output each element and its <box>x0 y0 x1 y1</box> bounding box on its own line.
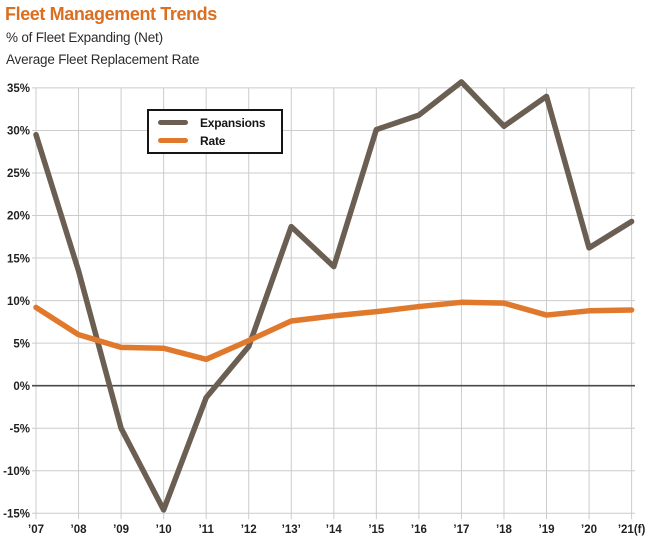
legend-label-rate: Rate <box>200 133 226 148</box>
y-axis-tick-label: 35% <box>7 83 30 95</box>
x-axis-tick-label: ’20 <box>581 524 597 536</box>
y-axis-tick-label: 5% <box>13 338 30 350</box>
y-axis-tick-label: 25% <box>7 168 30 180</box>
y-axis-tick-label: 15% <box>7 253 30 265</box>
chart-legend: Expansions Rate <box>147 109 283 154</box>
rate-line-swatch <box>158 137 188 144</box>
x-axis-tick-label: ’16 <box>411 524 427 536</box>
legend-item-rate: Rate <box>158 134 281 148</box>
x-axis-tick-label: ’19 <box>539 524 555 536</box>
expansions-line <box>33 79 635 513</box>
x-axis-tick-label: ’12 <box>241 524 257 536</box>
x-axis-tick-label: ’08 <box>71 524 88 536</box>
y-axis-tick-label: -10% <box>3 466 30 478</box>
legend-label-expansions: Expansions <box>200 115 266 130</box>
y-axis-tick-label: 30% <box>7 126 30 138</box>
x-axis-tick-label: ’18 <box>496 524 513 536</box>
x-axis-tick-label: ’11 <box>198 524 214 536</box>
expansions-line-swatch <box>158 119 188 126</box>
chart-title: Fleet Management Trends <box>5 4 217 24</box>
rate-line <box>33 299 635 363</box>
y-axis-tick-label: 0% <box>13 381 30 393</box>
x-axis-tick-label: ’21(f) <box>618 524 646 536</box>
x-axis-tick-label: ’17 <box>453 524 469 536</box>
y-axis-tick-label: 20% <box>7 211 30 223</box>
x-axis-tick-label: ’13’ <box>282 524 301 536</box>
y-axis-tick-label: 10% <box>7 296 30 308</box>
legend-item-expansions: Expansions <box>158 116 281 130</box>
y-axis-tick-label: -15% <box>3 509 30 521</box>
x-axis-tick-label: ’14 <box>326 524 343 536</box>
y-axis-tick-label: -5% <box>10 423 30 435</box>
x-axis-tick-label: ’07 <box>28 524 44 536</box>
x-axis-tick-label: ’10 <box>156 524 172 536</box>
x-axis-tick-label: ’15 <box>368 524 385 536</box>
chart-subtitle-replacement: Average Fleet Replacement Rate <box>6 52 200 67</box>
x-axis-tick-label: ’09 <box>113 524 129 536</box>
chart-subtitle-expanding: % of Fleet Expanding (Net) <box>6 30 163 45</box>
